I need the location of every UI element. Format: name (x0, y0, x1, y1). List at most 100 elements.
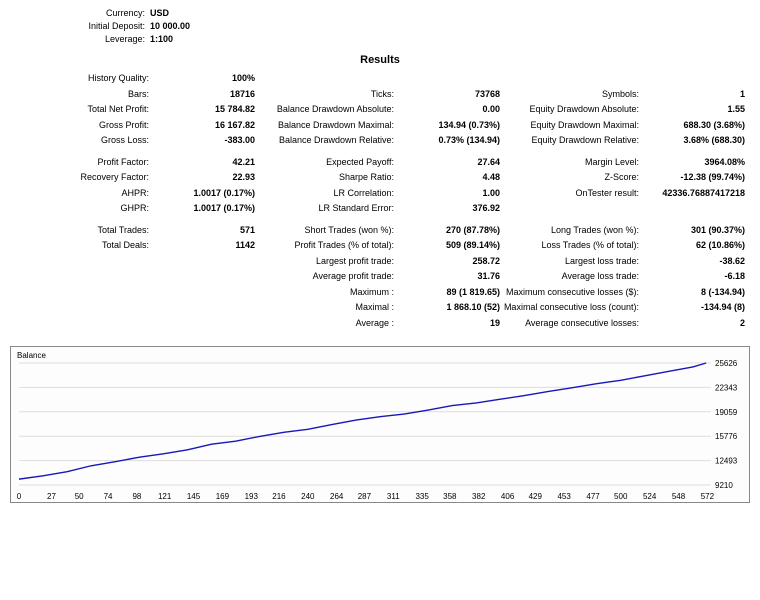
results-pair: Profit Trades (% of total):509 (89.14%) (255, 239, 500, 253)
svg-text:264: 264 (330, 492, 344, 501)
metric-label: Maximum : (255, 286, 400, 300)
results-pair: Average loss trade:-6.18 (500, 270, 745, 284)
results-pair: Maximum :89 (1 819.65) (255, 286, 500, 300)
results-pair: Short Trades (won %):270 (87.78%) (255, 224, 500, 238)
metric-label: LR Standard Error: (255, 202, 400, 216)
deposit-value: 10 000.00 (150, 21, 190, 31)
svg-text:27: 27 (47, 492, 56, 501)
svg-text:500: 500 (614, 492, 628, 501)
metric-label: Maximum consecutive losses ($): (500, 286, 645, 300)
svg-text:12493: 12493 (715, 457, 738, 466)
metric-value: 3.68% (688.30) (645, 134, 745, 148)
metric-value: 1.55 (645, 103, 745, 117)
results-pair: Profit Factor:42.21 (10, 156, 255, 170)
metric-value (155, 317, 255, 331)
metric-value: 73768 (400, 88, 500, 102)
metric-value: -38.62 (645, 255, 745, 269)
metric-value: 31.76 (400, 270, 500, 284)
svg-text:548: 548 (672, 492, 686, 501)
metric-label: LR Correlation: (255, 187, 400, 201)
results-row: History Quality:100% (10, 72, 750, 86)
metric-label: Total Deals: (10, 239, 155, 253)
metric-label: Expected Payoff: (255, 156, 400, 170)
results-pair (500, 202, 745, 216)
metric-label: Balance Drawdown Absolute: (255, 103, 400, 117)
metric-value: 27.64 (400, 156, 500, 170)
svg-text:335: 335 (415, 492, 429, 501)
svg-text:15776: 15776 (715, 432, 738, 441)
results-pair: Equity Drawdown Maximal:688.30 (3.68%) (500, 119, 745, 133)
svg-text:453: 453 (557, 492, 571, 501)
metric-label: Balance Drawdown Relative: (255, 134, 400, 148)
results-row: Total Net Profit:15 784.82Balance Drawdo… (10, 103, 750, 117)
results-row: Bars:18716Ticks:73768Symbols:1 (10, 88, 750, 102)
svg-text:358: 358 (443, 492, 457, 501)
metric-value: -383.00 (155, 134, 255, 148)
metric-label (10, 270, 155, 284)
results-row: Gross Loss:-383.00Balance Drawdown Relat… (10, 134, 750, 148)
metric-value: 509 (89.14%) (400, 239, 500, 253)
results-pair (10, 301, 255, 315)
metric-label (10, 286, 155, 300)
metric-label: Z-Score: (500, 171, 645, 185)
results-pair: Balance Drawdown Absolute:0.00 (255, 103, 500, 117)
metric-label (500, 72, 645, 86)
results-pair: Long Trades (won %):301 (90.37%) (500, 224, 745, 238)
svg-text:572: 572 (701, 492, 715, 501)
results-pair: Margin Level:3964.08% (500, 156, 745, 170)
svg-text:169: 169 (216, 492, 230, 501)
svg-text:121: 121 (158, 492, 172, 501)
metric-value (155, 286, 255, 300)
metric-label: Average : (255, 317, 400, 331)
results-pair: Gross Profit:16 167.82 (10, 119, 255, 133)
metric-label: Profit Trades (% of total): (255, 239, 400, 253)
metric-label: Short Trades (won %): (255, 224, 400, 238)
metric-label: AHPR: (10, 187, 155, 201)
results-row: Recovery Factor:22.93Sharpe Ratio:4.48Z-… (10, 171, 750, 185)
metric-value (400, 72, 500, 86)
results-pair: Maximal :1 868.10 (52) (255, 301, 500, 315)
svg-text:406: 406 (501, 492, 515, 501)
results-row: Total Trades:571Short Trades (won %):270… (10, 224, 750, 238)
results-pair: Largest loss trade:-38.62 (500, 255, 745, 269)
metric-label: Maximal consecutive loss (count): (500, 301, 645, 315)
svg-text:216: 216 (272, 492, 286, 501)
metric-value: 0.00 (400, 103, 500, 117)
svg-text:145: 145 (187, 492, 201, 501)
metric-value: 18716 (155, 88, 255, 102)
currency-value: USD (150, 8, 169, 18)
metric-label (255, 72, 400, 86)
metric-value: 4.48 (400, 171, 500, 185)
metric-value (645, 202, 745, 216)
metric-label: Gross Profit: (10, 119, 155, 133)
results-pair: Largest profit trade:258.72 (255, 255, 500, 269)
results-pair (500, 72, 745, 86)
metric-label: Ticks: (255, 88, 400, 102)
results-row: Maximum :89 (1 819.65)Maximum consecutiv… (10, 286, 750, 300)
metric-value: 2 (645, 317, 745, 331)
metric-label: Largest profit trade: (255, 255, 400, 269)
currency-label: Currency: (10, 8, 150, 18)
results-pair: Total Net Profit:15 784.82 (10, 103, 255, 117)
metric-value: 0.73% (134.94) (400, 134, 500, 148)
metric-value: 42.21 (155, 156, 255, 170)
results-row: Average profit trade:31.76Average loss t… (10, 270, 750, 284)
metric-label: Loss Trades (% of total): (500, 239, 645, 253)
metric-value: -12.38 (99.74%) (645, 171, 745, 185)
metric-value: 1.00 (400, 187, 500, 201)
svg-text:524: 524 (643, 492, 657, 501)
metric-label: Maximal : (255, 301, 400, 315)
metric-value: 89 (1 819.65) (400, 286, 500, 300)
results-pair: Bars:18716 (10, 88, 255, 102)
metric-value: 100% (155, 72, 255, 86)
results-pair: Equity Drawdown Relative:3.68% (688.30) (500, 134, 745, 148)
results-pair: Average :19 (255, 317, 500, 331)
results-row: Profit Factor:42.21Expected Payoff:27.64… (10, 156, 750, 170)
metric-label: OnTester result: (500, 187, 645, 201)
metric-label: Total Trades: (10, 224, 155, 238)
results-pair: Equity Drawdown Absolute:1.55 (500, 103, 745, 117)
metric-value: 688.30 (3.68%) (645, 119, 745, 133)
results-pair: Ticks:73768 (255, 88, 500, 102)
header-info: Currency: USD Initial Deposit: 10 000.00… (10, 8, 750, 44)
metric-label: Gross Loss: (10, 134, 155, 148)
